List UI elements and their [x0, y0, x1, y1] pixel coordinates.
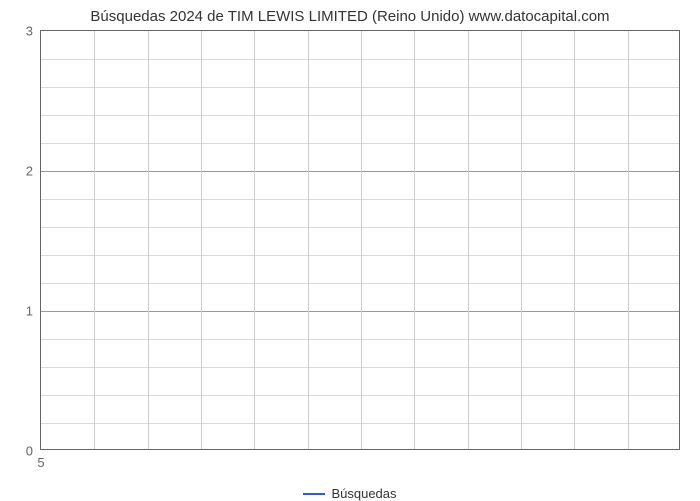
chart-title: Búsquedas 2024 de TIM LEWIS LIMITED (Rei…: [0, 8, 700, 25]
x-tick-label: 5: [37, 449, 44, 470]
y-tick-label: 2: [26, 164, 41, 179]
legend-series-line: [303, 493, 325, 495]
grid-line-h-minor: [41, 255, 679, 256]
legend: Búsquedas: [0, 486, 700, 501]
grid-line-h-minor: [41, 423, 679, 424]
grid-line-v: [521, 31, 522, 449]
grid-line-v: [574, 31, 575, 449]
grid-line-v: [254, 31, 255, 449]
grid-line-v: [148, 31, 149, 449]
y-tick-label: 1: [26, 304, 41, 319]
grid-line-v: [414, 31, 415, 449]
grid-line-h-major: [41, 171, 679, 172]
grid-line-v: [361, 31, 362, 449]
grid-line-v: [201, 31, 202, 449]
legend-series-label: Búsquedas: [331, 486, 396, 501]
plot-area: 01235: [40, 30, 680, 450]
grid-line-h-major: [41, 311, 679, 312]
grid-line-h-minor: [41, 59, 679, 60]
grid-line-v: [468, 31, 469, 449]
grid-line-h-minor: [41, 395, 679, 396]
chart-container: Búsquedas 2024 de TIM LEWIS LIMITED (Rei…: [0, 0, 700, 500]
grid-line-v: [628, 31, 629, 449]
grid-line-h-minor: [41, 199, 679, 200]
grid-line-h-minor: [41, 367, 679, 368]
grid-line-h-minor: [41, 339, 679, 340]
grid-line-h-minor: [41, 87, 679, 88]
grid-line-h-minor: [41, 227, 679, 228]
grid-line-h-minor: [41, 283, 679, 284]
grid-line-v: [308, 31, 309, 449]
grid-line-h-minor: [41, 115, 679, 116]
grid-line-h-minor: [41, 143, 679, 144]
y-tick-label: 3: [26, 24, 41, 39]
grid-line-v: [94, 31, 95, 449]
